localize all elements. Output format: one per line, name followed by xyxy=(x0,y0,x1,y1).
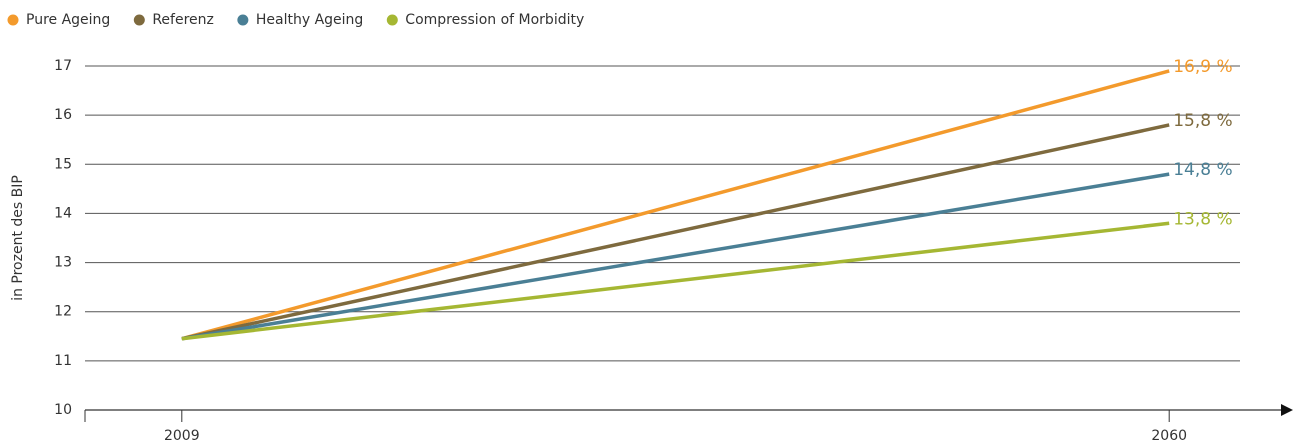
legend-marker xyxy=(133,14,145,26)
y-tick-label: 12 xyxy=(54,304,72,320)
y-tick-label: 14 xyxy=(54,205,72,221)
y-tick-label: 17 xyxy=(54,58,72,74)
series-line xyxy=(181,172,1170,341)
x-tick-label: 2009 xyxy=(164,428,200,444)
legend-marker xyxy=(7,14,19,26)
value-label: 13,8 % xyxy=(1173,209,1232,229)
series-line xyxy=(181,69,1170,341)
y-tick-label: 13 xyxy=(54,255,72,271)
legend-marker xyxy=(237,14,249,26)
legend-marker xyxy=(386,14,398,26)
legend-label: Pure Ageing xyxy=(26,12,110,28)
y-tick-label: 16 xyxy=(54,107,72,123)
series-line xyxy=(181,123,1170,341)
x-axis-arrow xyxy=(1281,404,1293,416)
value-label: 16,9 % xyxy=(1173,57,1232,77)
legend-label: Compression of Morbidity xyxy=(405,12,584,28)
legend-label: Referenz xyxy=(152,12,214,28)
value-label: 14,8 % xyxy=(1173,160,1232,180)
y-tick-label: 10 xyxy=(54,402,72,418)
value-label: 15,8 % xyxy=(1173,111,1232,131)
series-line xyxy=(181,221,1170,341)
y-tick-label: 11 xyxy=(54,353,72,369)
legend-label: Healthy Ageing xyxy=(256,12,363,28)
y-axis-label: in Prozent des BIP xyxy=(10,175,26,301)
x-tick-label: 2060 xyxy=(1151,428,1187,444)
y-tick-label: 15 xyxy=(54,156,72,172)
